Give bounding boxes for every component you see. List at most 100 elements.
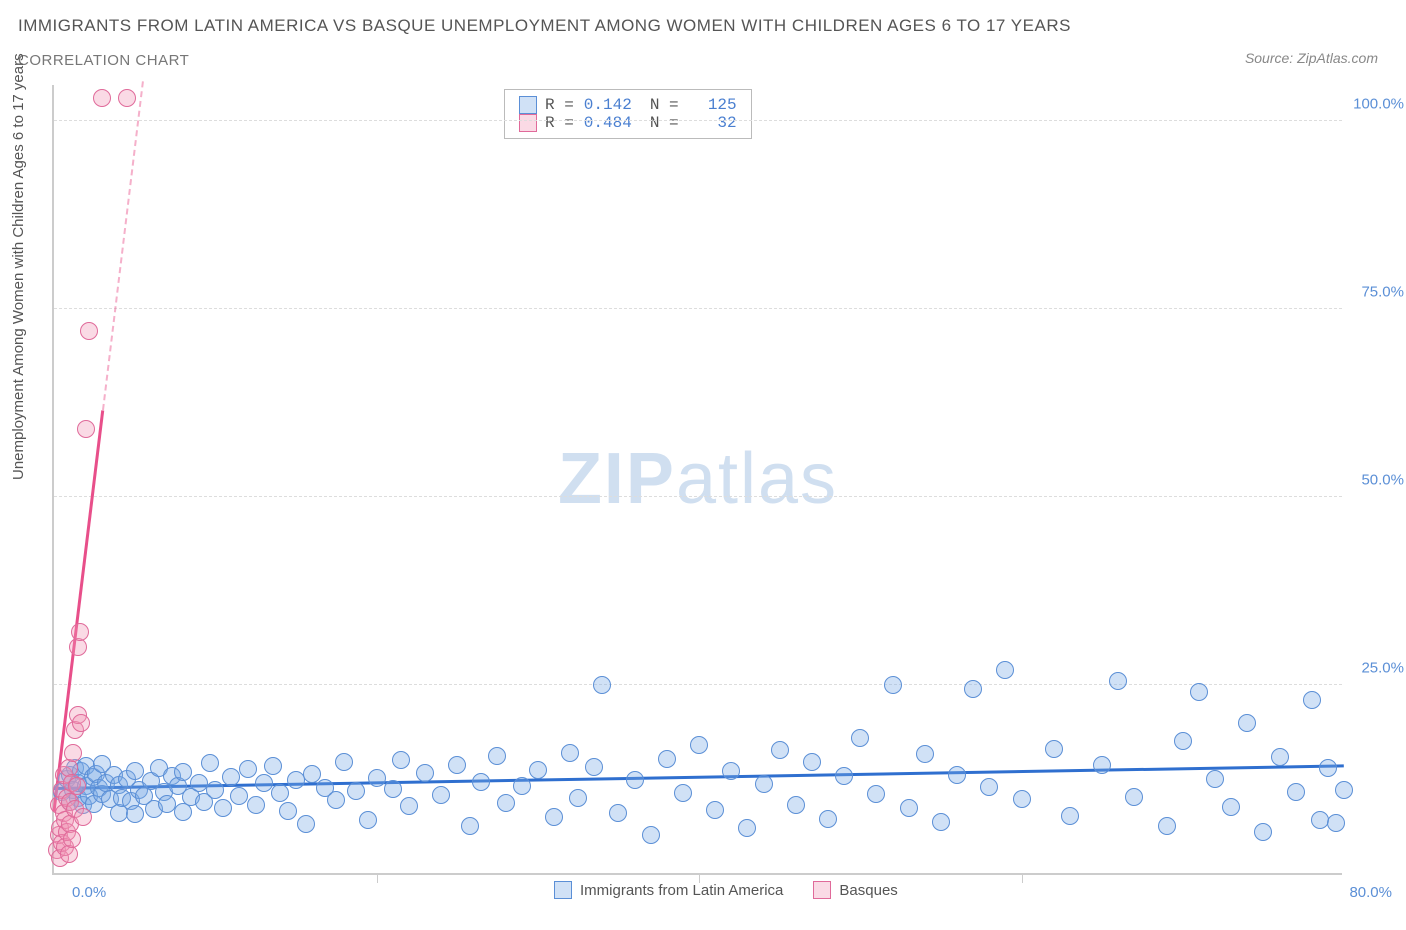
data-point	[271, 784, 289, 802]
data-point	[488, 747, 506, 765]
data-point	[835, 767, 853, 785]
x-tick	[377, 873, 378, 883]
legend-item: Immigrants from Latin America	[554, 881, 783, 899]
x-axis-min-label: 0.0%	[72, 884, 106, 901]
y-tick-label: 100.0%	[1353, 95, 1404, 112]
stats-row: R =0.484N =32	[519, 114, 737, 132]
data-point	[1093, 756, 1111, 774]
data-point	[690, 736, 708, 754]
legend-swatch	[813, 881, 831, 899]
chart-subtitle: CORRELATION CHART	[18, 52, 189, 69]
data-point	[706, 801, 724, 819]
data-point	[327, 791, 345, 809]
data-point	[239, 760, 257, 778]
data-point	[819, 810, 837, 828]
data-point	[964, 680, 982, 698]
data-point	[1222, 798, 1240, 816]
gridline	[54, 308, 1342, 309]
data-point	[1238, 714, 1256, 732]
data-point	[980, 778, 998, 796]
data-point	[1319, 759, 1337, 777]
data-point	[63, 830, 81, 848]
gridline	[54, 120, 1342, 121]
data-point	[80, 322, 98, 340]
legend-label: Immigrants from Latin America	[580, 882, 783, 899]
data-point	[658, 750, 676, 768]
data-point	[513, 777, 531, 795]
data-point	[206, 781, 224, 799]
data-point	[585, 758, 603, 776]
data-point	[384, 780, 402, 798]
data-point	[400, 797, 418, 815]
data-point	[884, 676, 902, 694]
correlation-stats-box: R =0.142N =125R =0.484N =32	[504, 89, 752, 139]
data-point	[1271, 748, 1289, 766]
data-point	[545, 808, 563, 826]
data-point	[64, 744, 82, 762]
data-point	[71, 623, 89, 641]
source-attribution: Source: ZipAtlas.com	[1245, 50, 1378, 66]
data-point	[222, 768, 240, 786]
data-point	[255, 774, 273, 792]
data-point	[1254, 823, 1272, 841]
data-point	[569, 789, 587, 807]
x-tick	[1022, 873, 1023, 883]
data-point	[416, 764, 434, 782]
data-point	[642, 826, 660, 844]
data-point	[432, 786, 450, 804]
data-point	[1061, 807, 1079, 825]
watermark: ZIPatlas	[558, 438, 838, 520]
data-point	[851, 729, 869, 747]
data-point	[722, 762, 740, 780]
data-point	[1190, 683, 1208, 701]
data-point	[626, 771, 644, 789]
data-point	[279, 802, 297, 820]
data-point	[461, 817, 479, 835]
data-point	[1045, 740, 1063, 758]
data-point	[529, 761, 547, 779]
data-point	[916, 745, 934, 763]
data-point	[1013, 790, 1031, 808]
y-axis-label: Unemployment Among Women with Children A…	[10, 53, 27, 480]
data-point	[472, 773, 490, 791]
legend-label: Basques	[839, 882, 897, 899]
data-point	[72, 714, 90, 732]
data-point	[593, 676, 611, 694]
legend-swatch	[519, 96, 537, 114]
data-point	[1335, 781, 1353, 799]
data-point	[948, 766, 966, 784]
data-point	[247, 796, 265, 814]
data-point	[1174, 732, 1192, 750]
data-point	[74, 808, 92, 826]
data-point	[368, 769, 386, 787]
data-point	[359, 811, 377, 829]
chart-title: IMMIGRANTS FROM LATIN AMERICA VS BASQUE …	[18, 16, 1071, 36]
trend-line-dashed	[102, 82, 144, 411]
data-point	[900, 799, 918, 817]
y-tick-label: 75.0%	[1361, 283, 1404, 300]
y-tick-label: 25.0%	[1361, 659, 1404, 676]
data-point	[1158, 817, 1176, 835]
legend-swatch	[519, 114, 537, 132]
data-point	[335, 753, 353, 771]
data-point	[1206, 770, 1224, 788]
data-point	[771, 741, 789, 759]
data-point	[174, 763, 192, 781]
data-point	[93, 89, 111, 107]
data-point	[68, 777, 86, 795]
data-point	[214, 799, 232, 817]
stats-row: R =0.142N =125	[519, 96, 737, 114]
data-point	[1303, 691, 1321, 709]
data-point	[201, 754, 219, 772]
data-point	[392, 751, 410, 769]
y-tick-label: 50.0%	[1361, 471, 1404, 488]
data-point	[1109, 672, 1127, 690]
data-point	[497, 794, 515, 812]
data-point	[738, 819, 756, 837]
data-point	[297, 815, 315, 833]
data-point	[787, 796, 805, 814]
gridline	[54, 684, 1342, 685]
data-point	[609, 804, 627, 822]
legend-item: Basques	[813, 881, 897, 899]
data-point	[347, 782, 365, 800]
